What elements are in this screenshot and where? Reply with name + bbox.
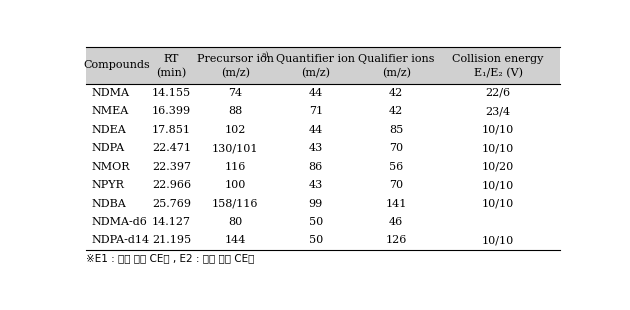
Text: 70: 70 [389,143,403,153]
Text: 10/10: 10/10 [482,180,514,190]
Text: 99: 99 [309,199,323,209]
Text: Precursor ion: Precursor ion [197,54,274,64]
Text: 56: 56 [389,162,403,172]
Text: Quantifier ion: Quantifier ion [277,54,355,64]
Text: 43: 43 [309,143,323,153]
Text: 70: 70 [389,180,403,190]
Text: 86: 86 [309,162,323,172]
Text: Collision energy: Collision energy [452,54,544,64]
Text: NDPA-d14: NDPA-d14 [91,235,149,246]
Text: 22.471: 22.471 [152,143,191,153]
Text: (m/z): (m/z) [382,68,411,78]
Text: NDMA-d6: NDMA-d6 [91,217,147,227]
Text: 116: 116 [224,162,246,172]
Text: 44: 44 [309,88,323,98]
Text: NMEA: NMEA [91,106,129,116]
Text: 144: 144 [224,235,246,246]
Text: NDEA: NDEA [91,125,126,135]
Text: NDMA: NDMA [91,88,129,98]
Text: 10/10: 10/10 [482,125,514,135]
Text: E₁/E₂ (V): E₁/E₂ (V) [474,68,523,78]
Text: 10/20: 10/20 [482,162,514,172]
Text: 102: 102 [224,125,246,135]
Text: 80: 80 [228,217,243,227]
Text: 14.127: 14.127 [152,217,191,227]
Text: Qualifier ions: Qualifier ions [358,54,435,64]
Text: 46: 46 [389,217,403,227]
Text: 25.769: 25.769 [152,199,191,209]
Text: NPYR: NPYR [91,180,124,190]
Text: NDPA: NDPA [91,143,124,153]
Text: 22.966: 22.966 [152,180,191,190]
Text: 126: 126 [386,235,407,246]
Text: 44: 44 [309,125,323,135]
Text: 23/4: 23/4 [486,106,511,116]
Text: 21.195: 21.195 [152,235,191,246]
Text: 42: 42 [389,106,403,116]
Text: ※E1 : 정량 이온 CE값 , E2 : 정성 이온 CE값: ※E1 : 정량 이온 CE값 , E2 : 정성 이온 CE값 [86,253,255,263]
Text: 43: 43 [309,180,323,190]
Text: (m/z): (m/z) [220,68,249,78]
Text: NMOR: NMOR [91,162,130,172]
Text: 71: 71 [309,106,323,116]
Text: 42: 42 [389,88,403,98]
Text: RT: RT [164,54,179,64]
Text: 10/10: 10/10 [482,235,514,246]
Text: 141: 141 [386,199,407,209]
Text: 85: 85 [389,125,403,135]
Text: 14.155: 14.155 [152,88,191,98]
Text: 74: 74 [228,88,243,98]
Text: (m/z): (m/z) [301,68,330,78]
Text: 10/10: 10/10 [482,143,514,153]
Text: a): a) [262,51,269,59]
Text: 130/101: 130/101 [212,143,258,153]
Text: 88: 88 [228,106,243,116]
Text: 17.851: 17.851 [152,125,191,135]
Text: 22.397: 22.397 [152,162,191,172]
Text: 22/6: 22/6 [486,88,511,98]
Text: 50: 50 [309,235,323,246]
Text: 158/116: 158/116 [212,199,258,209]
Text: 50: 50 [309,217,323,227]
Text: 100: 100 [224,180,246,190]
Text: 10/10: 10/10 [482,199,514,209]
Text: NDBA: NDBA [91,199,126,209]
Text: (min): (min) [156,68,186,78]
Text: Compounds: Compounds [84,60,150,70]
Bar [86,47,559,84]
Text: 16.399: 16.399 [152,106,191,116]
